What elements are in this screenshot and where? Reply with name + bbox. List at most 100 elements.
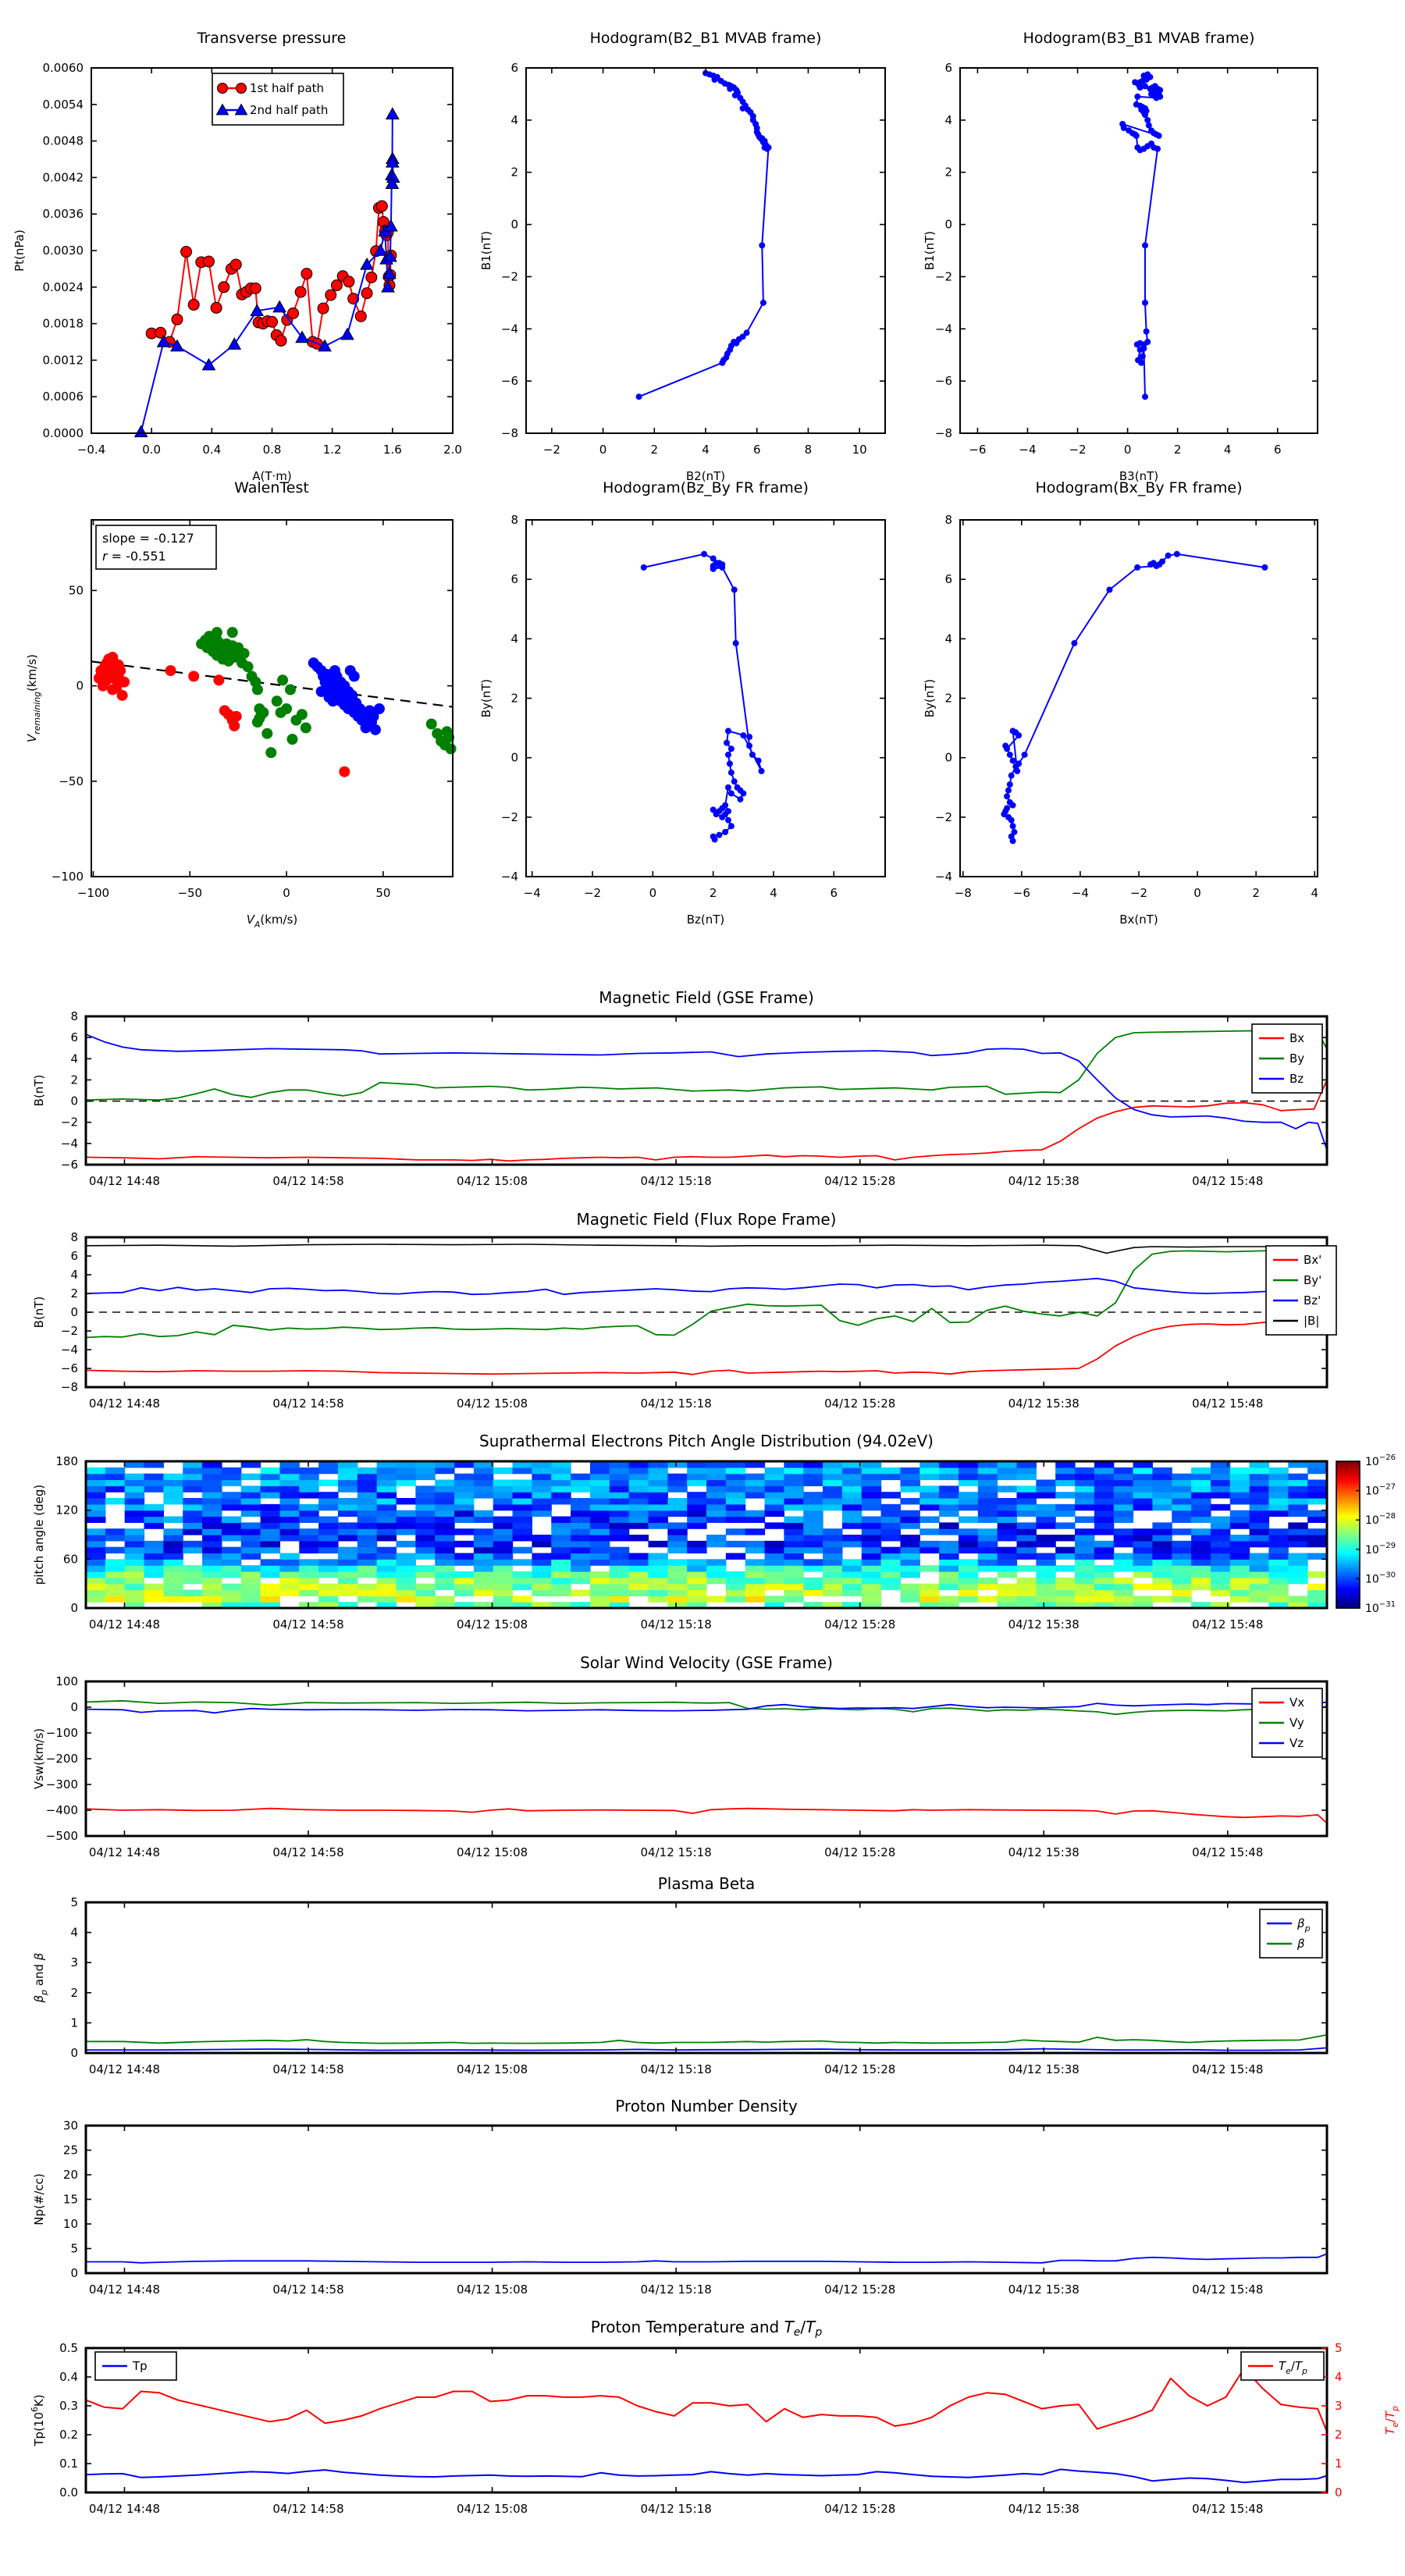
svg-text:04/12 15:38: 04/12 15:38	[1008, 1397, 1080, 1411]
svg-text:120: 120	[55, 1503, 78, 1517]
svg-text:4: 4	[1311, 886, 1318, 900]
svg-text:−4: −4	[501, 322, 518, 336]
svg-text:By: By	[1289, 1051, 1304, 1066]
svg-text:04/12 14:58: 04/12 14:58	[272, 2282, 343, 2297]
svg-text:04/12 14:58: 04/12 14:58	[272, 1174, 343, 1188]
svg-text:2: 2	[510, 165, 518, 180]
svg-text:0: 0	[70, 1601, 78, 1615]
svg-text:0.4: 0.4	[202, 443, 221, 457]
svg-text:−2: −2	[501, 810, 518, 824]
svg-text:Vz: Vz	[1289, 1736, 1304, 1750]
svg-text:5: 5	[70, 1895, 78, 1909]
svg-text:−4: −4	[1019, 443, 1036, 457]
svg-text:04/12 14:58: 04/12 14:58	[272, 1617, 343, 1631]
svg-text:4: 4	[70, 1051, 78, 1066]
svg-text:04/12 15:08: 04/12 15:08	[457, 1174, 528, 1188]
svg-text:Bz': Bz'	[1304, 1293, 1321, 1308]
svg-text:0.0060: 0.0060	[43, 61, 84, 75]
svg-text:−500: −500	[46, 1829, 78, 1843]
svg-text:0.0: 0.0	[59, 2485, 78, 2500]
svg-text:8: 8	[70, 1230, 78, 1244]
svg-text:0: 0	[510, 218, 518, 232]
svg-text:slope = -0.127: slope = -0.127	[102, 531, 194, 546]
svg-text:04/12 14:48: 04/12 14:48	[89, 2282, 160, 2297]
svg-text:04/12 15:28: 04/12 15:28	[824, 1397, 895, 1411]
svg-text:−300: −300	[46, 1777, 78, 1791]
svg-text:04/12 14:58: 04/12 14:58	[272, 2062, 343, 2076]
svg-text:−6: −6	[935, 374, 952, 388]
panel-tp: 04/12 14:48 04/12 14:58 04/12 15:08 04/12 1…	[30, 2341, 1400, 2516]
panel-beta: 04/12 14:48 04/12 14:58 04/12 15:08 04/12 1…	[32, 1895, 1329, 2076]
svg-text:0.2: 0.2	[59, 2428, 78, 2442]
svg-text:50: 50	[375, 886, 390, 900]
svg-text:8: 8	[510, 513, 518, 527]
svg-text:4: 4	[1224, 443, 1232, 457]
svg-text:1: 1	[70, 2016, 78, 2030]
panel-p3: −6 −4 −2 0 2 4 6 −8 −6 −4 −2 0 2 4 6 B3(nT) B1(nT)	[923, 61, 1318, 483]
svg-text:1st half path: 1st half path	[250, 81, 324, 95]
svg-text:−8: −8	[935, 426, 952, 440]
svg-text:0.0006: 0.0006	[43, 390, 84, 404]
svg-text:0.0048: 0.0048	[43, 134, 84, 148]
svg-text:04/12 15:28: 04/12 15:28	[824, 1617, 895, 1631]
title-magnetic-field-flux-rope: Magnetic Field (Flux Rope Frame)	[576, 1210, 837, 1229]
title-magnetic-field-gse: Magnetic Field (GSE Frame)	[599, 988, 814, 1007]
svg-text:0.0036: 0.0036	[43, 207, 84, 221]
svg-text:04/12 14:58: 04/12 14:58	[272, 1397, 343, 1411]
svg-text:Tp(106K): Tp(106K)	[30, 2394, 46, 2446]
svg-text:15: 15	[63, 2193, 78, 2207]
svg-text:04/12 14:48: 04/12 14:48	[89, 1617, 160, 1631]
svg-text:25: 25	[63, 2144, 78, 2158]
svg-text:04/12 15:08: 04/12 15:08	[457, 2062, 528, 2076]
svg-text:4: 4	[1335, 2370, 1343, 2384]
svg-text:2: 2	[1174, 443, 1182, 457]
svg-text:Bx(nT): Bx(nT)	[1119, 913, 1158, 927]
title-solar-wind-velocity: Solar Wind Velocity (GSE Frame)	[580, 1653, 833, 1672]
svg-text:04/12 15:38: 04/12 15:38	[1008, 1174, 1080, 1188]
svg-text:04/12 14:48: 04/12 14:48	[89, 1845, 160, 1859]
svg-text:60: 60	[63, 1552, 78, 1566]
svg-text:2: 2	[70, 1986, 78, 2000]
svg-text:−2: −2	[584, 886, 601, 900]
svg-text:04/12 15:38: 04/12 15:38	[1008, 1617, 1080, 1631]
svg-text:04/12 15:48: 04/12 15:48	[1192, 1397, 1263, 1411]
svg-text:0: 0	[70, 1305, 78, 1319]
svg-text:−400: −400	[46, 1803, 78, 1817]
panel-p4: −100 −50 0 50 −100 −50 0 50 VA(km/s) Vremaining(k…	[25, 519, 457, 930]
svg-text:04/12 14:48: 04/12 14:48	[89, 2062, 160, 2076]
svg-text:Bx': Bx'	[1304, 1253, 1321, 1267]
svg-text:Vy: Vy	[1289, 1716, 1304, 1730]
svg-text:04/12 14:58: 04/12 14:58	[272, 2502, 343, 2516]
svg-text:04/12 15:38: 04/12 15:38	[1008, 2062, 1080, 2076]
svg-text:04/12 14:48: 04/12 14:48	[89, 1397, 160, 1411]
svg-text:Bx: Bx	[1289, 1031, 1304, 1045]
svg-text:−4: −4	[1072, 886, 1089, 900]
svg-text:Te/Tp: Te/Tp	[1279, 2359, 1307, 2376]
svg-text:A(T·m): A(T·m)	[252, 469, 292, 483]
svg-text:4: 4	[944, 632, 952, 646]
svg-text:−6: −6	[61, 1361, 78, 1375]
svg-text:0: 0	[70, 1700, 78, 1714]
svg-text:0.5: 0.5	[59, 2341, 78, 2355]
svg-text:04/12 15:48: 04/12 15:48	[1192, 1617, 1263, 1631]
svg-text:0: 0	[944, 751, 952, 765]
svg-text:04/12 15:18: 04/12 15:18	[641, 2062, 712, 2076]
svg-text:−100: −100	[77, 886, 109, 900]
svg-text:0: 0	[510, 751, 518, 765]
svg-text:−4: −4	[61, 1137, 78, 1151]
svg-text:−6: −6	[501, 374, 518, 388]
svg-text:10−27: 10−27	[1365, 1483, 1396, 1498]
svg-text:10−30: 10−30	[1365, 1571, 1396, 1585]
panel-frf: 04/12 14:48 04/12 14:58 04/12 15:08 04/12 1…	[32, 1230, 1337, 1411]
svg-text:pitch angle (deg): pitch angle (deg)	[32, 1485, 46, 1585]
svg-text:−8: −8	[955, 886, 972, 900]
svg-text:04/12 15:18: 04/12 15:18	[641, 1845, 712, 1859]
svg-text:−2: −2	[61, 1324, 78, 1338]
svg-text:−4: −4	[61, 1343, 78, 1357]
title-proton-number-density: Proton Number Density	[615, 2097, 798, 2115]
svg-text:−6: −6	[61, 1158, 78, 1172]
svg-text:1: 1	[1335, 2457, 1343, 2471]
svg-text:Np(#/cc): Np(#/cc)	[32, 2173, 46, 2226]
svg-text:−2: −2	[935, 810, 952, 824]
